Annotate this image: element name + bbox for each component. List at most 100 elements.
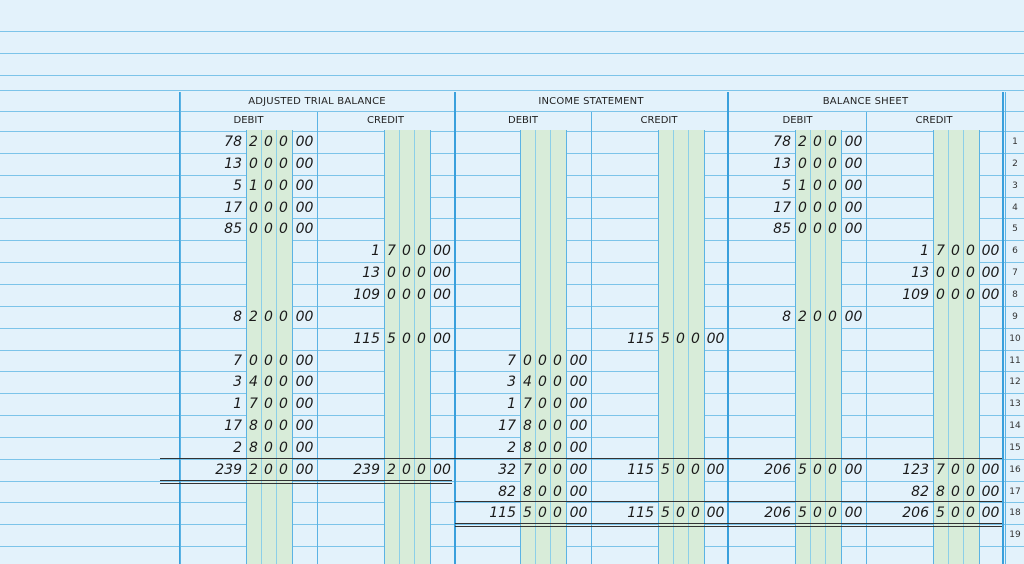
row-number: 6 (1012, 246, 1018, 256)
amount-thousands: 2 (233, 440, 242, 456)
digit-separator (399, 130, 400, 564)
amount-digit: 0 (813, 309, 822, 325)
row-number: 13 (1009, 399, 1021, 409)
amount-digit: 0 (417, 243, 426, 259)
column-border (1005, 92, 1006, 564)
amount-digit: 0 (676, 505, 685, 521)
amount-digit: 0 (279, 200, 288, 216)
amount-digit: 2 (249, 309, 258, 325)
amount-digit: 0 (538, 418, 547, 434)
digit-separator (963, 130, 964, 564)
amount-cents: 00 (569, 440, 588, 456)
amount-cents: 00 (295, 396, 314, 412)
amount-digit: 0 (279, 418, 288, 434)
row-number: 10 (1009, 334, 1021, 344)
digit-separator (948, 130, 949, 564)
total-rule (160, 480, 452, 481)
amount-digit: 0 (264, 374, 273, 390)
amount-digit: 4 (249, 374, 258, 390)
amount-thousands: 3 (507, 374, 516, 390)
hundreds-shade (520, 130, 566, 564)
amount-thousands: 109 (902, 287, 929, 303)
hundreds-shade (658, 130, 704, 564)
amount-thousands: 1 (371, 243, 380, 259)
row-number: 15 (1009, 443, 1021, 453)
amount-digit: 0 (279, 462, 288, 478)
amount-digit: 1 (249, 178, 258, 194)
row-number: 3 (1012, 181, 1018, 191)
amount-digit: 0 (676, 331, 685, 347)
amount-digit: 0 (538, 374, 547, 390)
column-border (566, 130, 567, 564)
ruled-line (0, 175, 1024, 176)
ruled-line (0, 524, 1024, 525)
row-number: 14 (1009, 421, 1021, 431)
column-border (866, 112, 867, 564)
amount-digit: 0 (813, 178, 822, 194)
amount-digit: 0 (813, 200, 822, 216)
amount-digit: 0 (264, 396, 273, 412)
digit-separator (276, 130, 277, 564)
amount-cents: 00 (844, 221, 863, 237)
column-border (317, 112, 318, 564)
row-number: 7 (1012, 268, 1018, 278)
amount-cents: 00 (295, 462, 314, 478)
ruled-line (0, 53, 1024, 54)
ruled-line (0, 393, 1024, 394)
amount-digit: 0 (417, 265, 426, 281)
amount-digit: 7 (936, 243, 945, 259)
ruled-line (0, 31, 1024, 32)
column-border (658, 130, 659, 564)
amount-digit: 0 (798, 200, 807, 216)
ruled-line (0, 306, 1024, 307)
amount-digit: 5 (936, 505, 945, 521)
amount-digit: 8 (523, 418, 532, 434)
amount-digit: 0 (951, 505, 960, 521)
amount-digit: 0 (828, 178, 837, 194)
amount-thousands: 115 (627, 505, 654, 521)
column-border (591, 112, 592, 564)
amount-digit: 0 (813, 221, 822, 237)
amount-cents: 00 (981, 243, 1000, 259)
ruled-line (0, 350, 1024, 351)
amount-cents: 00 (569, 396, 588, 412)
column-border (933, 130, 934, 564)
amount-digit: 8 (249, 440, 258, 456)
amount-digit: 0 (279, 178, 288, 194)
amount-digit: 0 (264, 221, 273, 237)
amount-cents: 00 (433, 462, 451, 478)
amount-digit: 0 (828, 134, 837, 150)
column-title-bs-credit: CREDIT (915, 115, 953, 126)
ruled-line (0, 328, 1024, 329)
column-border (430, 130, 431, 564)
column-border (180, 92, 181, 564)
ruled-line (0, 197, 1024, 198)
amount-digit: 0 (553, 440, 562, 456)
amount-digit: 0 (951, 287, 960, 303)
amount-digit: 0 (553, 374, 562, 390)
column-border (979, 130, 980, 564)
amount-thousands: 115 (627, 462, 654, 478)
amount-digit: 0 (553, 418, 562, 434)
digit-separator (825, 130, 826, 564)
amount-thousands: 82 (498, 484, 516, 500)
ruled-line (0, 111, 1024, 112)
amount-digit: 0 (264, 462, 273, 478)
amount-thousands: 17 (224, 418, 242, 434)
amount-thousands: 13 (911, 265, 929, 281)
ruled-line (0, 131, 1024, 132)
amount-digit: 7 (936, 462, 945, 478)
amount-digit: 0 (951, 265, 960, 281)
total-rule (455, 526, 1002, 527)
amount-digit: 0 (264, 309, 273, 325)
amount-digit: 0 (538, 484, 547, 500)
section-title-income-statement: INCOME STATEMENT (538, 96, 644, 107)
column-border (520, 130, 521, 564)
amount-thousands: 1 (920, 243, 929, 259)
row-number: 16 (1009, 465, 1021, 475)
row-number: 4 (1012, 203, 1018, 213)
amount-digit: 0 (691, 331, 700, 347)
amount-digit: 5 (798, 505, 807, 521)
amount-cents: 00 (569, 505, 588, 521)
amount-thousands: 82 (911, 484, 929, 500)
